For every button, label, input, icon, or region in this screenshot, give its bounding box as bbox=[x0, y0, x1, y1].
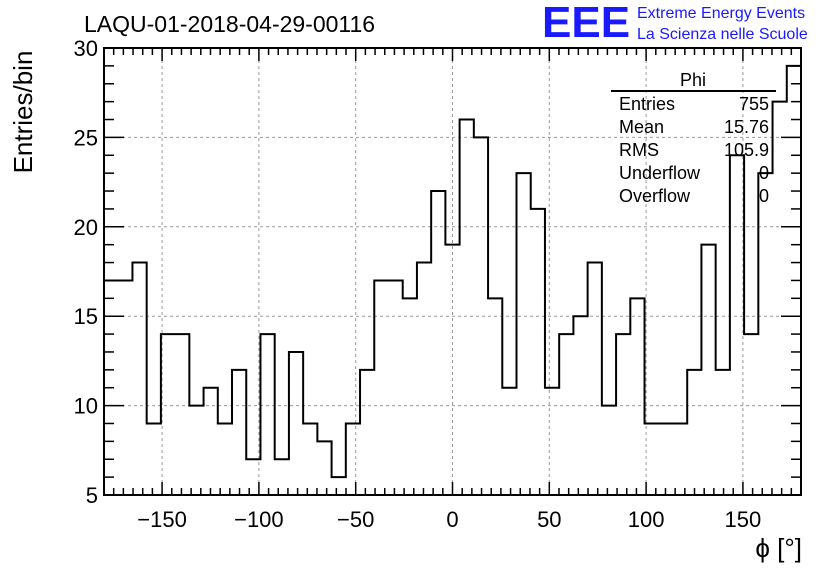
x-tick-label: 100 bbox=[628, 507, 665, 532]
y-tick-label: 5 bbox=[86, 483, 98, 508]
stats-label: Entries bbox=[619, 94, 675, 114]
x-tick-label: −50 bbox=[337, 507, 374, 532]
stats-label: Underflow bbox=[619, 163, 701, 183]
x-tick-label: −150 bbox=[137, 507, 187, 532]
stats-value: 105.9 bbox=[724, 140, 769, 160]
y-tick-label: 30 bbox=[74, 36, 98, 61]
stats-value: 0 bbox=[759, 186, 769, 206]
x-axis-title: ϕ [°] bbox=[755, 533, 802, 563]
eee-logo: EEE Extreme Energy Events La Scienza nel… bbox=[542, 0, 808, 47]
stats-value: 0 bbox=[759, 163, 769, 183]
stats-value: 755 bbox=[739, 94, 769, 114]
y-tick-label: 20 bbox=[74, 215, 98, 240]
x-tick-label: 150 bbox=[725, 507, 762, 532]
logo-mark: EEE bbox=[542, 0, 630, 47]
logo-line-2: La Scienza nelle Scuole bbox=[637, 26, 808, 43]
x-tick-labels: −150 −100 −50 0 50 100 150 bbox=[137, 507, 761, 532]
histogram-series bbox=[104, 64, 801, 479]
grid-lines bbox=[104, 47, 801, 496]
logo-line-1: Extreme Energy Events bbox=[637, 5, 805, 22]
histogram-line bbox=[104, 64, 801, 479]
x-tick-label: 50 bbox=[537, 507, 561, 532]
stats-label: RMS bbox=[619, 140, 659, 160]
x-tick-label: 0 bbox=[446, 507, 458, 532]
y-tick-label: 25 bbox=[74, 125, 98, 150]
plot-title: LAQU-01-2018-04-29-00116 bbox=[84, 11, 375, 37]
y-tick-label: 10 bbox=[74, 394, 98, 419]
stats-box: Phi Entries 755 Mean 15.76 RMS 105.9 Underflow… bbox=[611, 70, 776, 206]
stats-rows: Entries 755 Mean 15.76 RMS 105.9 Underflow 0 Ove… bbox=[619, 94, 769, 206]
x-tick-label: −100 bbox=[234, 507, 284, 532]
stats-title: Phi bbox=[680, 70, 706, 90]
stats-label: Overflow bbox=[619, 186, 691, 206]
stats-value: 15.76 bbox=[724, 117, 769, 137]
y-tick-labels: 5 10 15 20 25 30 bbox=[74, 36, 98, 508]
axis-ticks bbox=[104, 47, 802, 496]
stats-label: Mean bbox=[619, 117, 664, 137]
y-axis-title: Entries/bin bbox=[8, 51, 38, 174]
y-tick-label: 15 bbox=[74, 304, 98, 329]
